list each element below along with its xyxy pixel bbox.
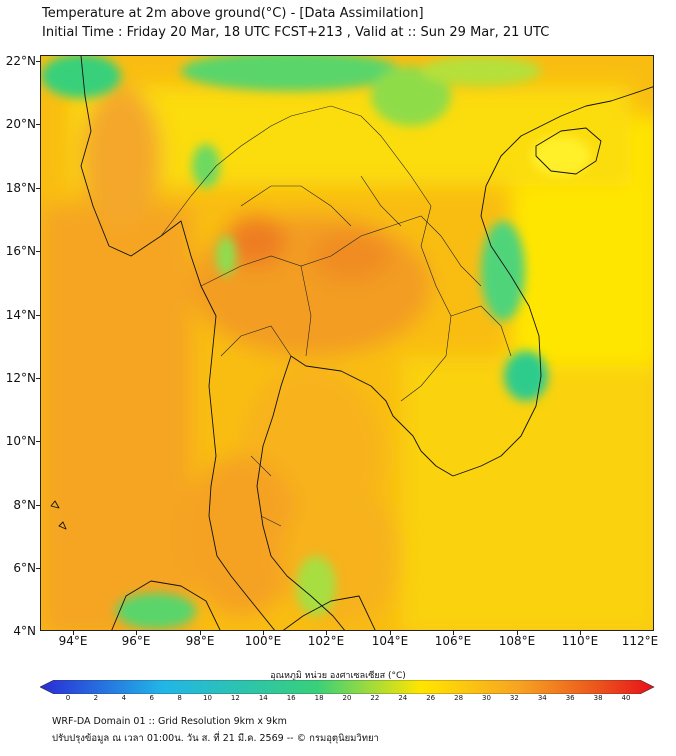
- lat-tick: [36, 124, 40, 125]
- colorbar-tick-label: 12: [230, 694, 240, 702]
- lat-tick: [36, 568, 40, 569]
- colorbar-tick-label: 30: [482, 694, 491, 702]
- lat-label-18n: 18°N: [5, 181, 36, 195]
- lat-label-4n: 4°N: [13, 624, 36, 638]
- lon-tick: [200, 631, 201, 635]
- colorbar-tick-label: 0: [65, 694, 71, 702]
- lat-label-20n: 20°N: [5, 117, 36, 131]
- colorbar-tick-label: 38: [593, 694, 603, 702]
- lat-tick: [36, 505, 40, 506]
- lon-label-102e: 102°E: [307, 634, 345, 648]
- lon-tick: [73, 631, 74, 635]
- colorbar-title: อุณหภูมิ หน่วย องศาเซลเซียส (°C): [270, 671, 406, 681]
- lon-tick: [326, 631, 327, 635]
- colorbar-tick-label: 8: [177, 694, 182, 702]
- lon-label-100e: 100°E: [244, 634, 282, 648]
- colorbar-tick-label: 34: [537, 694, 547, 702]
- colorbar-tick-label: 32: [509, 694, 519, 702]
- lat-tick: [36, 188, 40, 189]
- colorbar-tick-label: 16: [286, 694, 296, 702]
- lat-label-22n: 22°N: [5, 54, 36, 68]
- colorbar-tick-label: 26: [426, 694, 436, 702]
- colorbar-tick-label: 14: [258, 694, 268, 702]
- lon-tick: [136, 631, 137, 635]
- lon-label-96e: 96°E: [121, 634, 151, 648]
- lat-label-8n: 8°N: [13, 498, 36, 512]
- lon-label-106e: 106°E: [434, 634, 472, 648]
- lat-tick: [36, 61, 40, 62]
- colorbar-tick-label: 22: [370, 694, 380, 702]
- lon-tick: [390, 631, 391, 635]
- colorbar-tick-label: 40: [621, 694, 631, 702]
- lon-label-94e: 94°E: [58, 634, 88, 648]
- temperature-colorbar: [40, 680, 655, 694]
- lat-tick: [36, 315, 40, 316]
- colorbar-tick-label: 10: [203, 694, 212, 702]
- colorbar-tick-label: 2: [93, 694, 99, 702]
- footer-update-info: ปรับปรุงข้อมูล ณ เวลา 01:00น. วัน ส. ที่…: [52, 733, 379, 744]
- lat-label-16n: 16°N: [5, 244, 36, 258]
- lon-tick: [517, 631, 518, 635]
- map-subtitle-valid-time: Initial Time : Friday 20 Mar, 18 UTC FCS…: [42, 25, 550, 40]
- colorbar-tick-label: 20: [342, 694, 352, 702]
- colorbar-tick-label: 18: [314, 694, 324, 702]
- lat-label-10n: 10°N: [5, 434, 36, 448]
- lat-label-14n: 14°N: [5, 308, 36, 322]
- lon-tick: [263, 631, 264, 635]
- lat-tick: [36, 378, 40, 379]
- lat-tick: [36, 251, 40, 252]
- lat-label-6n: 6°N: [13, 561, 36, 575]
- lat-label-12n: 12°N: [5, 371, 36, 385]
- lat-tick: [36, 441, 40, 442]
- lon-label-98e: 98°E: [185, 634, 215, 648]
- temperature-field: [41, 56, 653, 630]
- colorbar-tick-label: 4: [121, 694, 127, 702]
- colorbar-tick-label: 24: [398, 694, 408, 702]
- lon-label-110e: 110°E: [561, 634, 599, 648]
- lon-label-104e: 104°E: [371, 634, 409, 648]
- lon-label-112e: 112°E: [621, 634, 659, 648]
- lon-label-108e: 108°E: [498, 634, 536, 648]
- colorbar-tick-label: 36: [565, 694, 575, 702]
- colorbar-tick-label: 6: [149, 694, 154, 702]
- colorbar-tick-label: 28: [454, 694, 464, 702]
- footer-model-info: WRF-DA Domain 01 :: Grid Resolution 9km …: [52, 716, 287, 727]
- lon-tick: [580, 631, 581, 635]
- lon-tick: [453, 631, 454, 635]
- map-title: Temperature at 2m above ground(°C) - [Da…: [42, 6, 424, 21]
- temperature-map: [40, 55, 654, 631]
